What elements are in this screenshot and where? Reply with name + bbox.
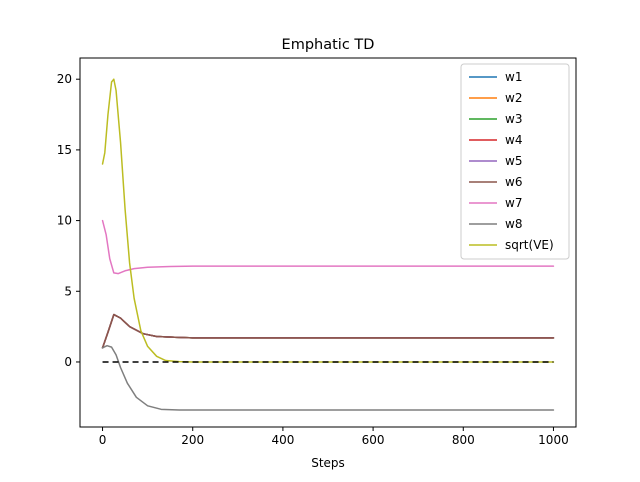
legend-label-w6: w6 <box>505 175 522 189</box>
plot-frame <box>79 57 577 428</box>
series-line-w4 <box>101 313 555 349</box>
y-tick-label: 20 <box>57 72 72 86</box>
x-tick-label: 200 <box>181 433 204 447</box>
series-line-w6 <box>101 313 555 349</box>
series-line-w3 <box>101 313 555 349</box>
x-tick-label: 0 <box>99 433 107 447</box>
legend-label-w7: w7 <box>505 196 522 210</box>
series-line-w8 <box>101 344 555 411</box>
legend-label-sqrt-ve: sqrt(VE) <box>505 238 554 252</box>
legend-label-w5: w5 <box>505 154 522 168</box>
x-tick-label: 600 <box>362 433 385 447</box>
x-axis-label: Steps <box>311 456 345 470</box>
y-tick-label: 10 <box>57 214 72 228</box>
series-line-w2 <box>101 313 555 349</box>
series-line-w7 <box>101 219 555 275</box>
plot-area <box>101 78 555 411</box>
series-line-w1 <box>101 313 555 349</box>
x-tick-label: 800 <box>452 433 475 447</box>
x-axis: 0 200 400 600 800 1000 <box>99 427 569 447</box>
legend-label-w8: w8 <box>505 217 522 231</box>
y-axis: 0 5 10 15 20 <box>57 72 80 369</box>
legend-label-w1: w1 <box>505 70 522 84</box>
x-tick-label: 400 <box>271 433 294 447</box>
x-tick-label: 1000 <box>538 433 569 447</box>
series-line-sqrt-ve <box>101 78 555 363</box>
y-tick-label: 0 <box>64 355 72 369</box>
legend-box <box>460 63 570 260</box>
legend-label-w2: w2 <box>505 91 522 105</box>
series-line-w5 <box>101 313 555 349</box>
y-tick-label: 5 <box>64 284 72 298</box>
legend-label-w3: w3 <box>505 112 522 126</box>
legend-label-w4: w4 <box>505 133 522 147</box>
legend: w1 w2 w3 w4 w5 w6 w7 w8 sqrt(VE) <box>460 63 570 260</box>
y-tick-label: 15 <box>57 143 72 157</box>
chart-title: Emphatic TD <box>282 37 375 53</box>
